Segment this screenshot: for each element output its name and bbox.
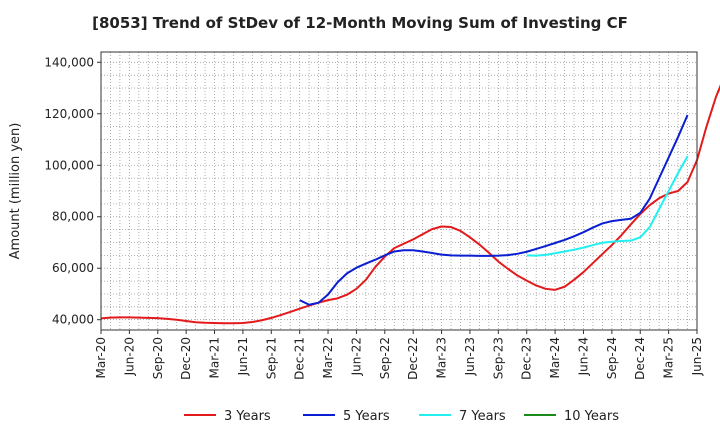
x-tick-label: Jun-22 (349, 337, 363, 376)
y-axis: 40,000 60,000 80,000 100,000 120,000 140,000 (44, 55, 101, 327)
x-tick-label: Mar-25 (662, 337, 676, 378)
series-line-7-years (526, 155, 689, 257)
x-tick-label: Mar-21 (208, 337, 222, 378)
x-tick-label: Jun-20 (122, 337, 136, 376)
chart-title: [8053] Trend of StDev of 12-Month Moving… (92, 14, 628, 32)
x-tick-label: Mar-22 (321, 337, 335, 378)
x-tick-label: Mar-20 (94, 337, 108, 378)
x-tick-label: Jun-24 (576, 337, 590, 376)
series-line-5-years (299, 114, 689, 306)
y-tick-label: 80,000 (52, 210, 94, 224)
series-lines (100, 84, 720, 325)
x-tick-label: Sep-23 (491, 337, 505, 379)
grid-lines (101, 52, 697, 330)
x-axis: Mar-20 Jun-20 Sep-20 Dec-20 Mar-21 Jun-21 Sep-… (94, 330, 704, 380)
y-tick-label: 40,000 (52, 313, 94, 327)
x-tick-label: Jun-21 (236, 337, 250, 376)
x-tick-label: Sep-22 (378, 337, 392, 379)
x-tick-label: Dec-21 (293, 337, 307, 380)
x-tick-label: Dec-20 (179, 337, 193, 380)
y-tick-label: 100,000 (44, 158, 94, 172)
y-axis-title: Amount (million yen) (8, 123, 23, 260)
x-tick-label: Mar-23 (435, 337, 449, 378)
legend-label: 10 Years (564, 409, 619, 424)
x-tick-label: Mar-24 (548, 337, 562, 378)
x-tick-label: Sep-20 (151, 337, 165, 379)
y-tick-label: 60,000 (52, 261, 94, 275)
x-tick-label: Sep-24 (605, 337, 619, 379)
y-tick-label: 120,000 (44, 107, 94, 121)
legend-label: 5 Years (343, 409, 390, 424)
x-tick-label: Dec-22 (406, 337, 420, 380)
plot-frame (100, 51, 698, 331)
x-tick-label: Dec-23 (520, 337, 534, 380)
x-tick-label: Sep-21 (264, 337, 278, 379)
series-line-3-years (100, 84, 720, 325)
legend-label: 3 Years (224, 409, 271, 424)
x-tick-label: Jun-23 (463, 337, 477, 376)
x-tick-label: Dec-24 (633, 337, 647, 380)
legend-label: 7 Years (459, 409, 506, 424)
y-tick-label: 140,000 (44, 55, 94, 69)
x-tick-label: Jun-25 (690, 337, 704, 376)
legend: 3 Years 5 Years 7 Years 10 Years (184, 409, 619, 424)
